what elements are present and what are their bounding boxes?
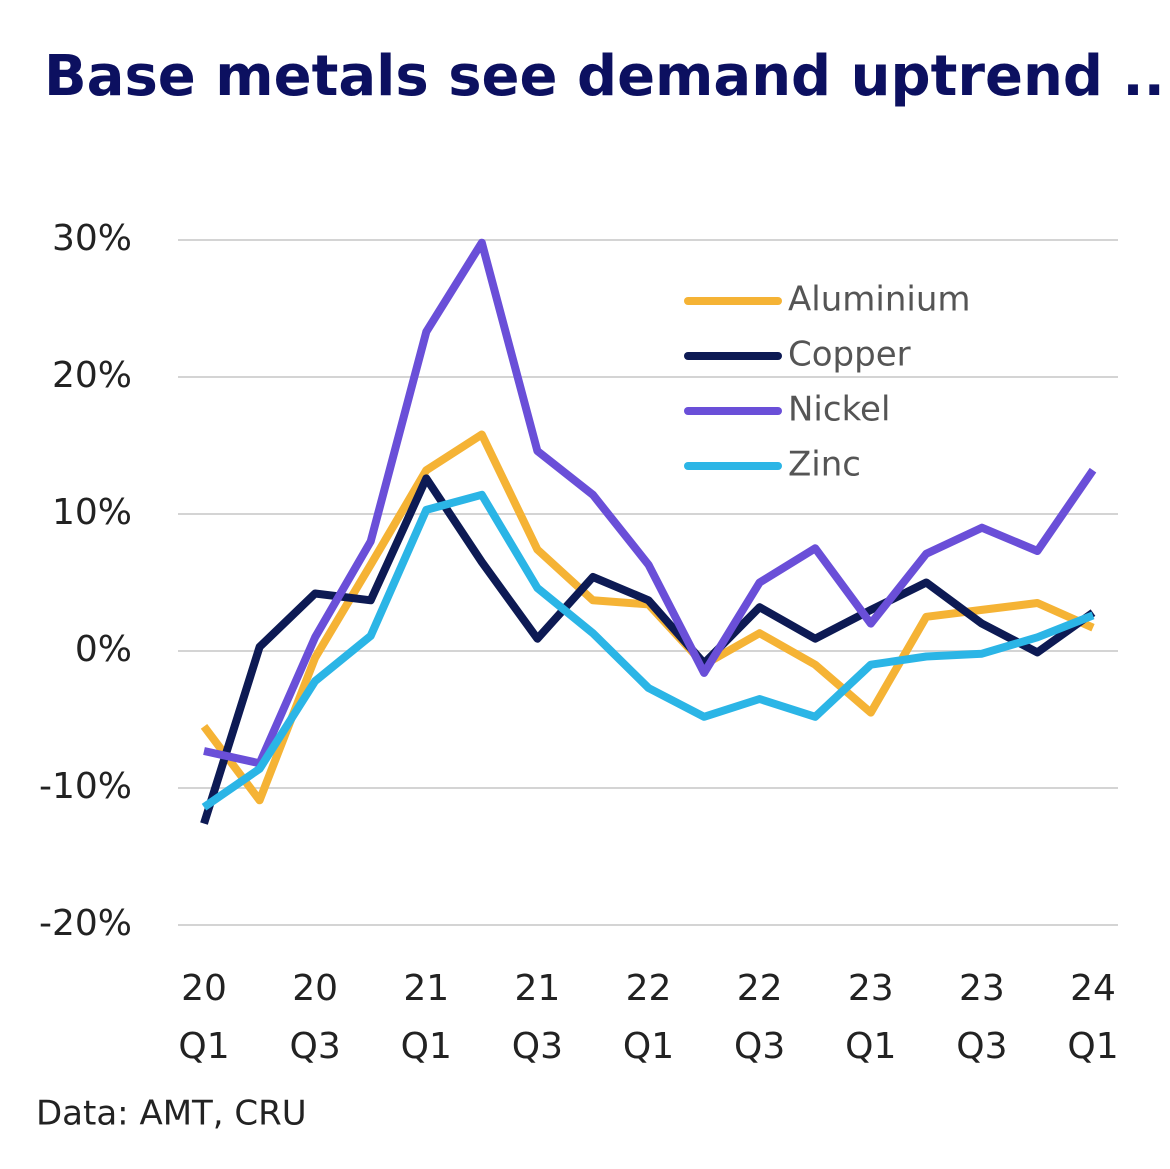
y-tick-label: 30%	[52, 218, 132, 259]
x-tick-label: 22 Q3	[734, 968, 785, 1067]
x-tick-label: 20 Q1	[178, 968, 229, 1067]
legend-label: Copper	[788, 335, 911, 375]
series-line	[200, 430, 1095, 805]
legend-label: Nickel	[788, 390, 890, 430]
x-tick-label: 21 Q3	[512, 968, 563, 1067]
x-tick-label: 24 Q1	[1067, 968, 1118, 1067]
source-note: Data: AMT, CRU	[36, 1094, 307, 1134]
y-tick-label: 10%	[52, 492, 132, 533]
y-tick-label: 0%	[75, 629, 132, 670]
legend-label: Zinc	[788, 445, 861, 485]
series-line	[200, 474, 1096, 825]
x-tick-label: 23 Q1	[845, 968, 896, 1067]
x-tick-label: 21 Q1	[401, 968, 452, 1067]
legend-label: Aluminium	[788, 280, 970, 320]
x-tick-label: 20 Q3	[290, 968, 341, 1067]
series-line	[201, 490, 1095, 811]
y-tick-label: 20%	[52, 355, 132, 396]
y-tick-label: -10%	[39, 766, 132, 807]
x-tick-label: 23 Q3	[956, 968, 1007, 1067]
x-tick-label: 22 Q1	[623, 968, 674, 1067]
chart-title: Base metals see demand uptrend ...	[44, 44, 1170, 109]
series-line	[203, 238, 1097, 768]
y-tick-label: -20%	[39, 903, 132, 944]
